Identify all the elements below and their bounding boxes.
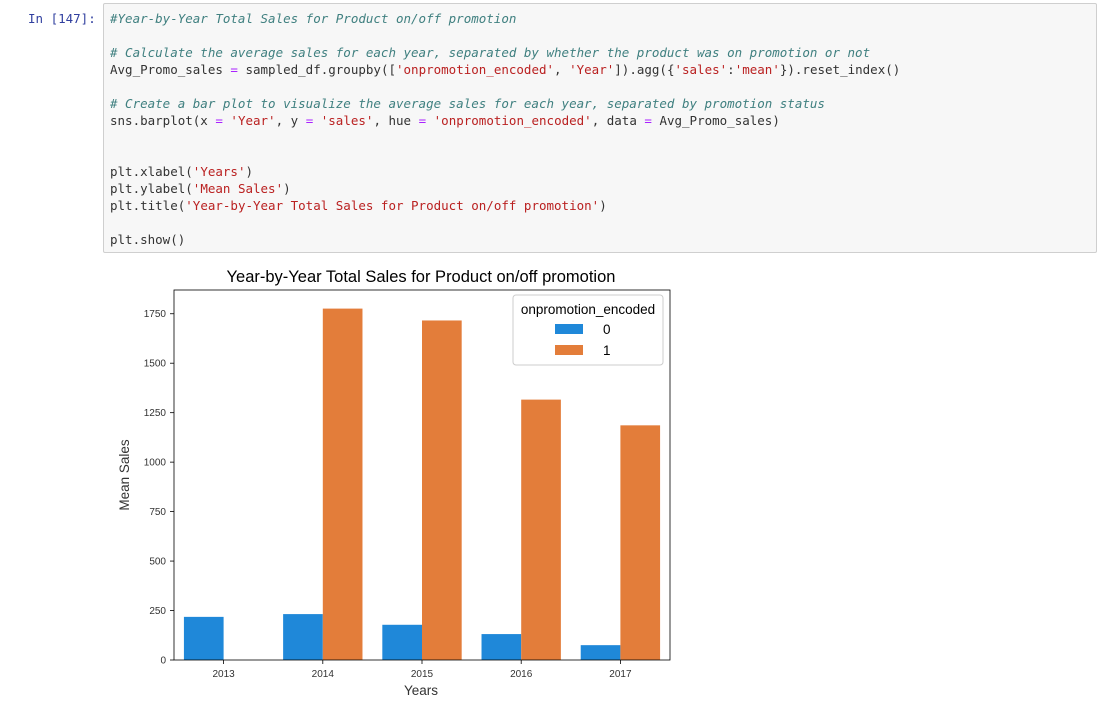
code-token [313, 113, 321, 128]
legend-box [512, 294, 664, 366]
code-token: plt.xlabel( [110, 164, 193, 179]
x-tick-label: 2014 [312, 669, 335, 680]
y-tick-label: 1250 [144, 408, 167, 419]
y-tick-label: 500 [149, 557, 166, 568]
code-line: ​ [110, 214, 900, 231]
code-line: ​ [110, 78, 900, 95]
cell-prompt: In [147]: [28, 11, 96, 26]
code-token: 'mean' [734, 62, 780, 77]
legend: onpromotion_encoded 0 1 [512, 294, 664, 366]
y-tick-label: 0 [160, 656, 166, 667]
code-token: Avg_Promo_sales [110, 62, 231, 77]
code-line: plt.xlabel('Years') [110, 163, 900, 180]
code-token: plt.title( [110, 198, 186, 213]
bars [183, 308, 661, 660]
code-token: Avg_Promo_sales) [651, 113, 780, 128]
code-token: 'Year' [230, 113, 276, 128]
code-token: , hue [373, 113, 419, 128]
y-axis: 0 250 500 750 1000 1250 1500 1750 [144, 309, 174, 667]
plot-frame [173, 289, 671, 661]
code-token: # Create a bar plot to visualize the ave… [110, 96, 825, 111]
bar-2014-series-0 [283, 614, 323, 660]
code-token: ]).agg({ [614, 62, 675, 77]
code-token: #Year-by-Year Total Sales for Product on… [110, 11, 517, 26]
code-token: 'onpromotion_encoded' [396, 62, 555, 77]
code-line: # Calculate the average sales for each y… [110, 44, 900, 61]
legend-title: onpromotion_encoded [521, 302, 655, 317]
code-line: plt.show() [110, 231, 900, 248]
y-tick-label: 750 [149, 507, 166, 518]
code-editor[interactable]: #Year-by-Year Total Sales for Product on… [110, 10, 900, 248]
y-tick-label: 1000 [144, 458, 167, 469]
bar-2014-series-1 [322, 308, 363, 660]
legend-swatch-1 [555, 345, 583, 355]
code-line: plt.title('Year-by-Year Total Sales for … [110, 197, 900, 214]
bar-2017-series-0 [580, 645, 621, 660]
code-token: 'onpromotion_encoded' [433, 113, 592, 128]
y-axis-label: Mean Sales [117, 439, 132, 511]
code-token: , data [591, 113, 645, 128]
x-tick-label: 2015 [411, 669, 434, 680]
code-token: sampled_df.groupby([ [237, 62, 396, 77]
bar-2015-series-0 [382, 624, 422, 660]
code-cell[interactable]: #Year-by-Year Total Sales for Product on… [103, 3, 1097, 253]
code-token: 'sales' [320, 113, 374, 128]
x-axis: 2013 2014 2015 2016 2017 [212, 660, 632, 680]
bar-2017-series-1 [620, 425, 661, 660]
code-token: = [418, 113, 427, 128]
code-line: plt.ylabel('Mean Sales') [110, 180, 900, 197]
y-tick-label: 1500 [144, 359, 167, 370]
code-token: sns.barplot(x [110, 113, 216, 128]
bar-2013-series-0 [183, 616, 224, 660]
code-token: , [554, 62, 570, 77]
x-tick-label: 2017 [609, 669, 632, 680]
code-token: ) [599, 198, 607, 213]
code-token: 'Year-by-Year Total Sales for Product on… [185, 198, 600, 213]
code-token: # Calculate the average sales for each y… [110, 45, 871, 60]
legend-label: 1 [603, 343, 611, 358]
x-tick-label: 2013 [212, 669, 235, 680]
code-token: 'sales' [674, 62, 728, 77]
code-line: ​ [110, 27, 900, 44]
cell-output: Year-by-Year Total Sales for Product on/… [103, 260, 703, 710]
code-line: # Create a bar plot to visualize the ave… [110, 95, 900, 112]
code-line: #Year-by-Year Total Sales for Product on… [110, 10, 900, 27]
code-token: plt.ylabel( [110, 181, 193, 196]
code-token: plt.show() [110, 232, 186, 247]
code-token: = [230, 62, 238, 77]
code-line: sns.barplot(x = 'Year', y = 'sales', hue… [110, 112, 900, 129]
x-tick-label: 2016 [510, 669, 533, 680]
code-token: }).reset_index() [779, 62, 901, 77]
code-token: 'Years' [192, 164, 246, 179]
code-line: ​ [110, 146, 900, 163]
bar-chart: Year-by-Year Total Sales for Product on/… [117, 268, 671, 698]
code-token: ) [283, 181, 291, 196]
bar-2016-series-0 [481, 634, 522, 660]
y-tick-label: 1750 [144, 309, 167, 320]
bar-2015-series-1 [422, 320, 462, 660]
bar-2016-series-1 [521, 399, 561, 660]
code-token: = [215, 113, 223, 128]
code-token [426, 113, 434, 128]
code-token: 'Year' [569, 62, 615, 77]
chart-title: Year-by-Year Total Sales for Product on/… [227, 268, 616, 286]
legend-label: 0 [603, 322, 611, 337]
code-token: = [305, 113, 314, 128]
code-token: : [727, 62, 735, 77]
y-tick-label: 250 [149, 606, 166, 617]
x-axis-label: Years [404, 683, 438, 698]
code-token: 'Mean Sales' [192, 181, 284, 196]
code-line: ​ [110, 129, 900, 146]
code-line: Avg_Promo_sales = sampled_df.groupby(['o… [110, 61, 900, 78]
code-token: , y [275, 113, 306, 128]
code-token: = [644, 113, 652, 128]
code-token: ) [245, 164, 254, 179]
legend-swatch-0 [555, 324, 583, 334]
